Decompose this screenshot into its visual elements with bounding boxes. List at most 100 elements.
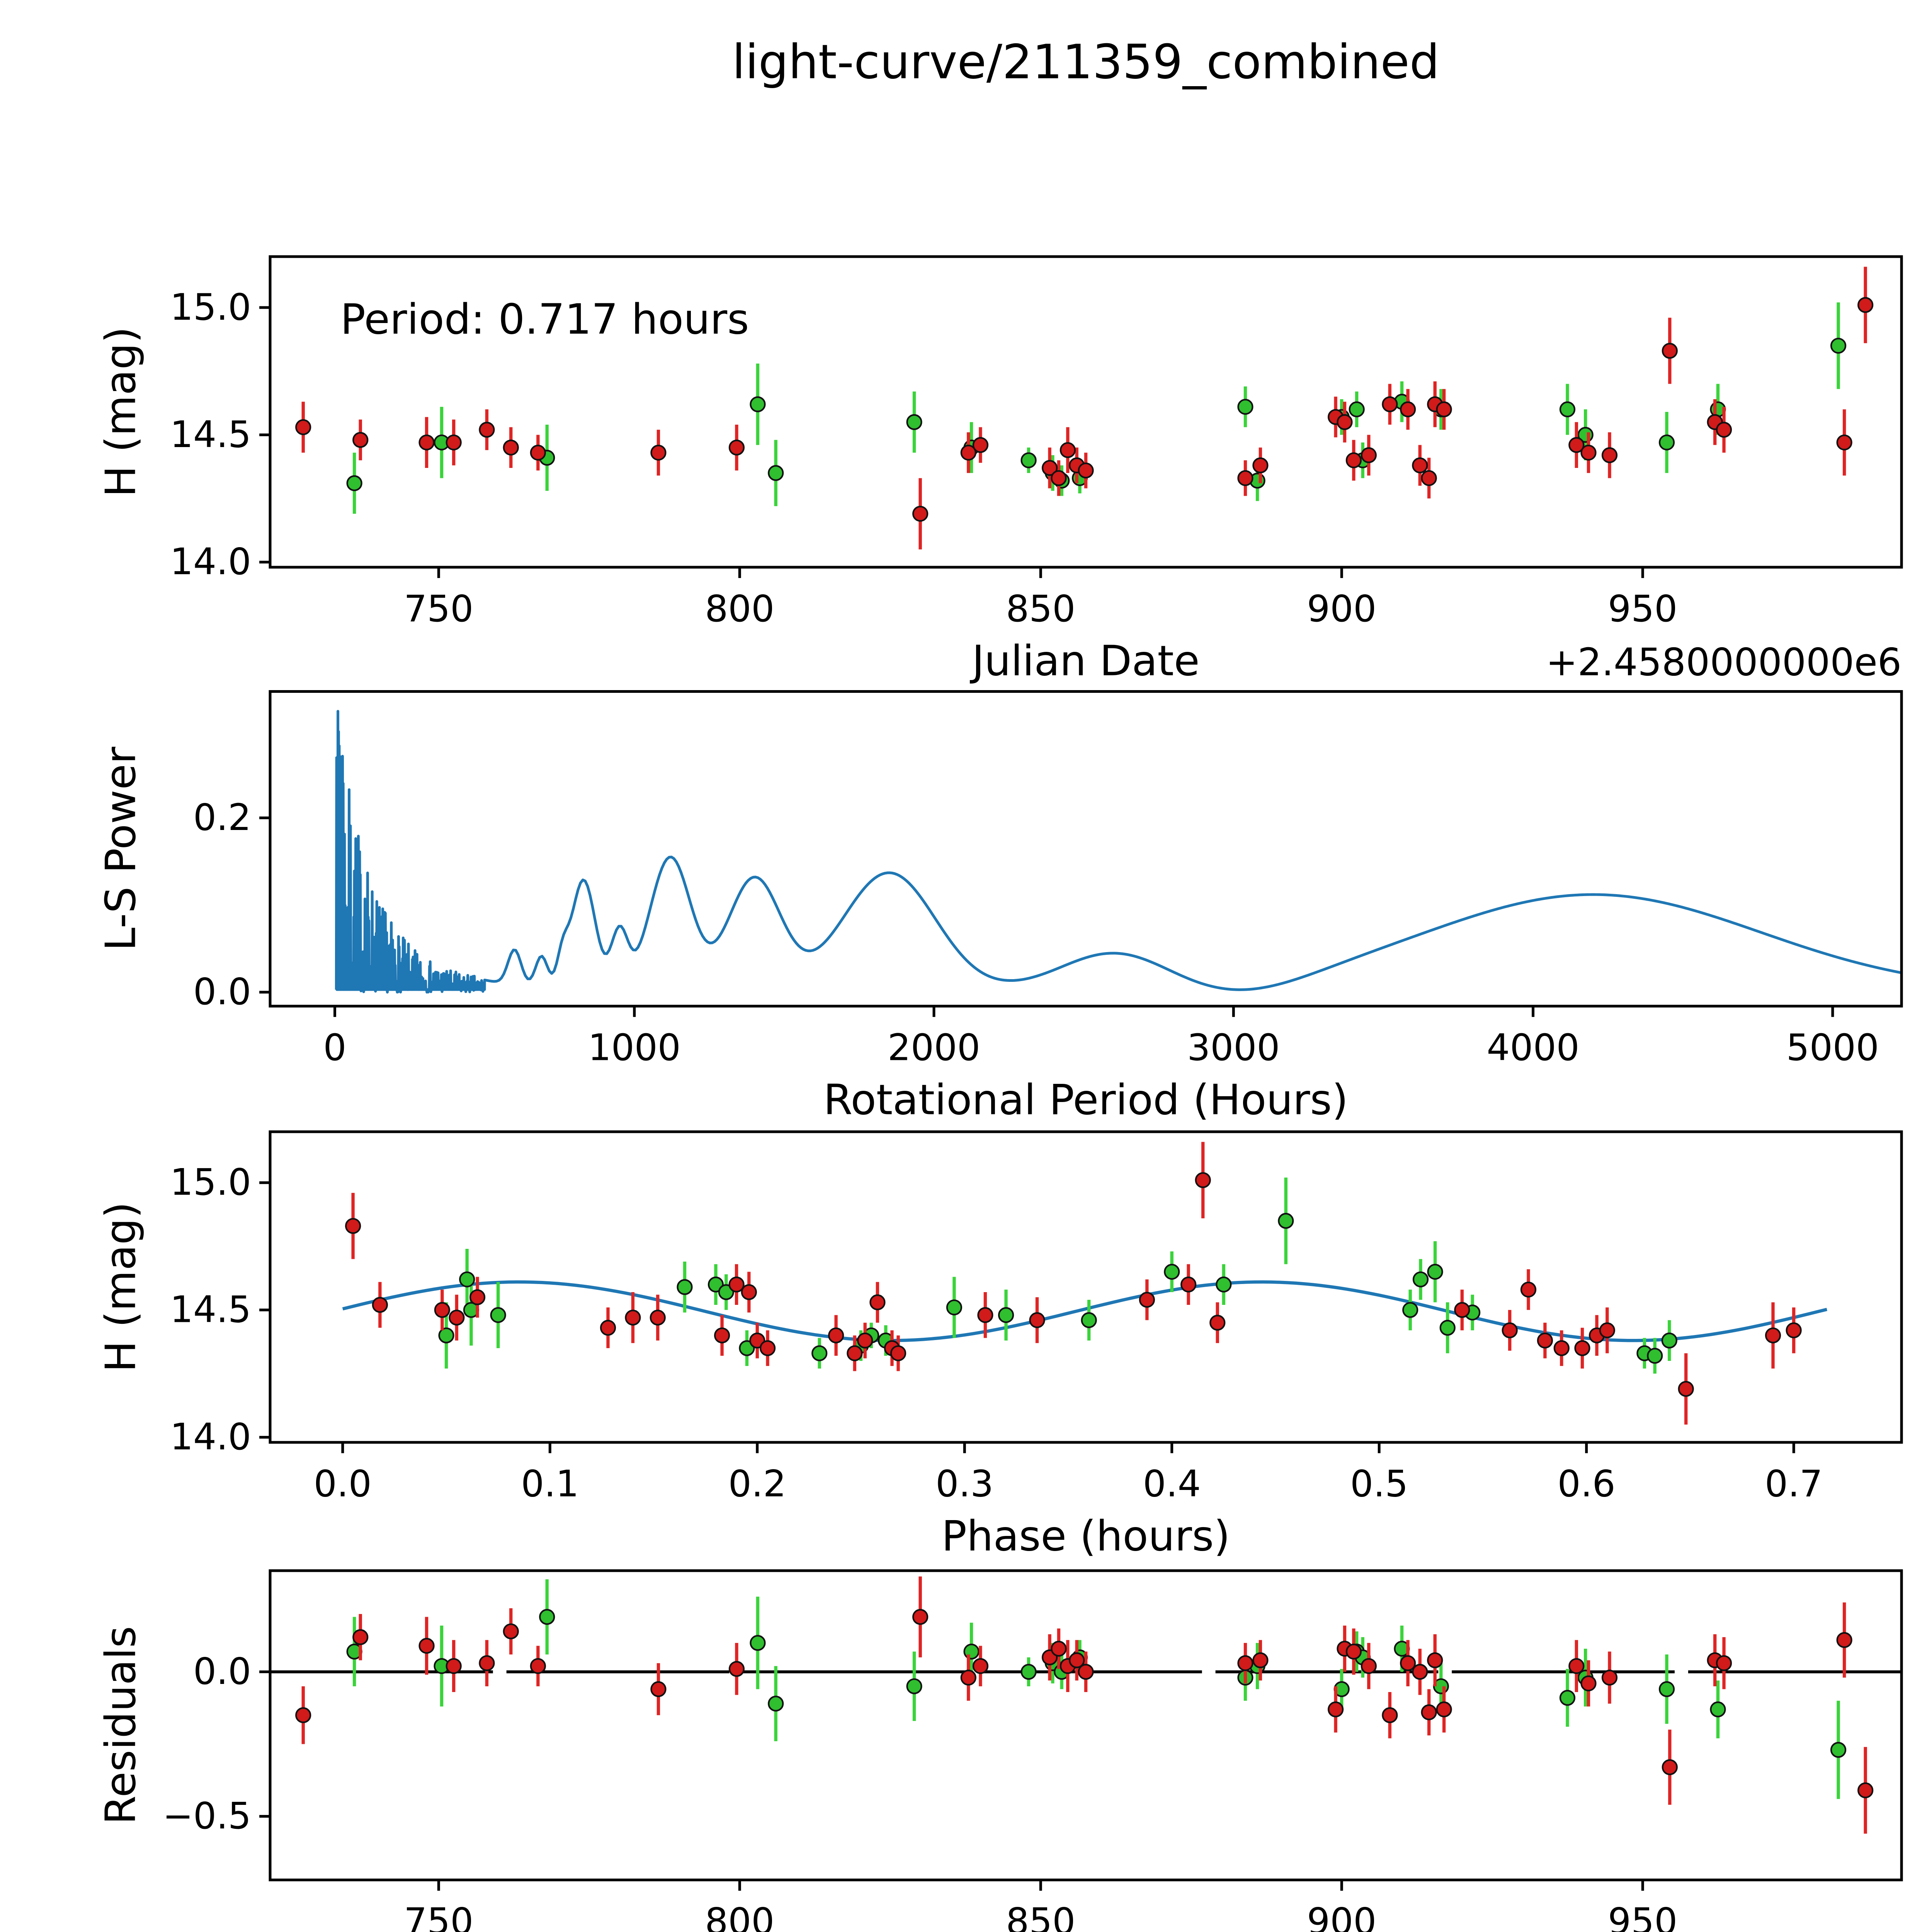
data-point [1029, 1312, 1045, 1328]
data-point [1662, 1759, 1678, 1776]
data-point [1520, 1281, 1537, 1298]
data-point [1382, 1707, 1398, 1723]
data-point [906, 1678, 922, 1694]
y-axis-label: H (mag) [96, 327, 145, 497]
y-tick-label: 0.2 [193, 796, 251, 839]
data-point [1574, 1340, 1590, 1356]
data-point [869, 1294, 886, 1311]
data-point [539, 1609, 555, 1625]
panel-light-curve: 750 800 850 900 950 14.0 14.5 15.0 Julian Date H … [96, 255, 1903, 685]
data-point [1830, 1742, 1847, 1758]
data-point [469, 1289, 486, 1305]
data-point [438, 1327, 454, 1344]
panels-group: 750 800 850 900 950 14.0 14.5 15.0 Julian Date H … [96, 255, 1903, 1932]
red-points [295, 1576, 1874, 1834]
data-point [446, 434, 462, 451]
data-point [295, 1707, 311, 1723]
x-tick-label: 3000 [1187, 1027, 1280, 1069]
data-point [1139, 1292, 1155, 1308]
data-point [1051, 1641, 1067, 1657]
data-point [1436, 1701, 1452, 1718]
x-tick-label: 0.5 [1350, 1463, 1408, 1505]
data-point [446, 1658, 462, 1674]
data-point [960, 1670, 976, 1686]
green-points [346, 1579, 1847, 1799]
data-point [1020, 452, 1037, 468]
y-tick-label: 15.0 [170, 286, 251, 328]
y-axis-label: L-S Power [96, 747, 145, 951]
data-point [1857, 297, 1874, 313]
y-axis-label: Residuals [96, 1626, 145, 1825]
data-point [1502, 1322, 1518, 1338]
data-point [728, 439, 745, 456]
fit-curve [342, 1280, 1828, 1342]
x-tick-label: 0.1 [521, 1463, 579, 1505]
data-point [750, 396, 766, 412]
x-tick-label: 850 [1006, 588, 1075, 630]
data-point [345, 1218, 361, 1234]
x-tick-label: 0 [323, 1027, 346, 1069]
data-point [998, 1307, 1014, 1323]
data-point [352, 1629, 369, 1645]
x-tick-label: 800 [705, 1900, 774, 1932]
x-tick-label: 0.6 [1558, 1463, 1616, 1505]
data-point [1278, 1213, 1294, 1229]
data-point [828, 1327, 844, 1344]
x-tick-label: 1000 [588, 1027, 681, 1069]
x-axis-label: Julian Date [969, 636, 1199, 685]
data-point [1830, 338, 1847, 354]
data-point [714, 1327, 730, 1344]
data-point [600, 1320, 616, 1336]
x-tick-label: 750 [404, 1900, 473, 1932]
data-point [728, 1276, 745, 1293]
data-point [1658, 434, 1675, 451]
data-point [1361, 1658, 1377, 1674]
data-point [1412, 457, 1428, 474]
data-point [352, 432, 369, 448]
data-point [1349, 401, 1365, 418]
data-point [650, 1681, 667, 1697]
x-tick-label: 850 [1006, 1900, 1075, 1932]
data-point [530, 1658, 546, 1674]
data-point [1337, 414, 1353, 430]
data-point [1195, 1172, 1211, 1188]
data-point [890, 1345, 906, 1361]
data-point [1601, 447, 1618, 463]
axis-offset-label: +2.4580000000e6 [1546, 641, 1901, 685]
axes-frame [269, 255, 1903, 569]
data-point [503, 1623, 519, 1639]
y-tick-label: −0.5 [163, 1795, 251, 1837]
data-point [1454, 1302, 1470, 1318]
data-point [1599, 1322, 1615, 1338]
data-point [1710, 1701, 1726, 1718]
data-point [1400, 1655, 1416, 1671]
red-points [295, 267, 1874, 549]
data-point [1421, 1704, 1437, 1721]
data-point [972, 437, 989, 453]
data-point [1580, 1675, 1597, 1692]
data-point [1237, 1655, 1253, 1671]
data-point [1180, 1276, 1197, 1293]
data-point [728, 1661, 745, 1677]
y-tick-label: 14.5 [170, 413, 251, 456]
data-point [1568, 1658, 1585, 1674]
data-point [1427, 1264, 1443, 1280]
red-points [345, 1142, 1802, 1425]
data-point [1658, 1681, 1675, 1697]
x-tick-label: 2000 [888, 1027, 980, 1069]
panel-phase-curve: 0.0 0.1 0.2 0.3 0.4 0.5 0.6 0.7 14.0 14.5 15.0 Phas… [96, 1130, 1903, 1560]
data-point [1427, 1652, 1443, 1668]
x-tick-label: 0.0 [314, 1463, 372, 1505]
x-tick-label: 750 [404, 588, 473, 630]
data-point [1678, 1381, 1694, 1397]
data-point [1857, 1782, 1874, 1798]
data-point [418, 434, 435, 451]
data-point [1836, 434, 1852, 451]
x-tick-label: 0.2 [728, 1463, 786, 1505]
data-point [972, 1658, 989, 1674]
data-point [811, 1345, 828, 1361]
data-point [847, 1345, 863, 1361]
